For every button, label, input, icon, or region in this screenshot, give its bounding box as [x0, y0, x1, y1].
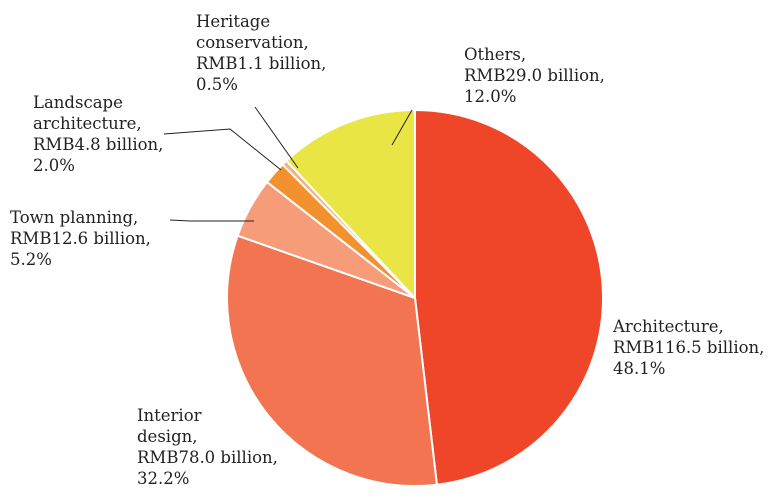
- slice-label-line: 5.2%: [10, 250, 52, 269]
- leader-line-landscape-architecture: [163, 128, 282, 171]
- slice-label-landscape-architecture: Landscape architecture, RMB4.8 billion, 2.0…: [33, 93, 163, 175]
- slice-label-line: RMB116.5 billion,: [613, 338, 764, 357]
- slice-label-line: Town planning,: [10, 208, 138, 227]
- slice-label-line: conservation,: [196, 33, 309, 52]
- slice-label-line: 32.2%: [137, 469, 189, 488]
- slice-label-line: RMB78.0 billion,: [137, 448, 278, 467]
- slice-label-line: RMB4.8 billion,: [33, 135, 163, 154]
- slice-label-line: RMB12.6 billion,: [10, 229, 151, 248]
- slice-label-line: Heritage: [196, 12, 270, 31]
- slice-label-interior-design: Interior design, RMB78.0 billion, 32.2%: [137, 406, 278, 488]
- leader-line-heritage-conservation: [254, 106, 299, 169]
- slice-label-line: 0.5%: [196, 75, 238, 94]
- slice-label-line: design,: [137, 427, 198, 446]
- slice-label-heritage-conservation: Heritage conservation, RMB1.1 billion, 0.5%: [196, 12, 326, 94]
- pie-slice-architecture: [414, 109, 605, 486]
- slice-label-line: Landscape: [33, 93, 123, 112]
- leader-line-others: [391, 109, 413, 146]
- slice-label-line: Others,: [464, 45, 526, 64]
- slice-label-line: RMB29.0 billion,: [464, 66, 605, 85]
- slice-label-line: 2.0%: [33, 156, 75, 175]
- slice-label-line: Architecture,: [612, 317, 724, 336]
- slice-label-line: architecture,: [33, 114, 142, 133]
- slice-label-town-planning: Town planning, RMB12.6 billion, 5.2%: [10, 208, 151, 269]
- slice-label-line: RMB1.1 billion,: [196, 54, 326, 73]
- slice-label-line: 12.0%: [464, 87, 516, 106]
- slice-label-architecture: Architecture, RMB116.5 billion, 48.1%: [612, 317, 764, 378]
- pie-slice-others: [285, 109, 416, 299]
- slice-label-line: 48.1%: [613, 359, 665, 378]
- slice-label-others: Others, RMB29.0 billion, 12.0%: [464, 45, 605, 106]
- leader-line-town-planning: [169, 219, 254, 222]
- slice-label-line: Interior: [137, 406, 202, 425]
- pie-slice-interior-design: [226, 234, 438, 488]
